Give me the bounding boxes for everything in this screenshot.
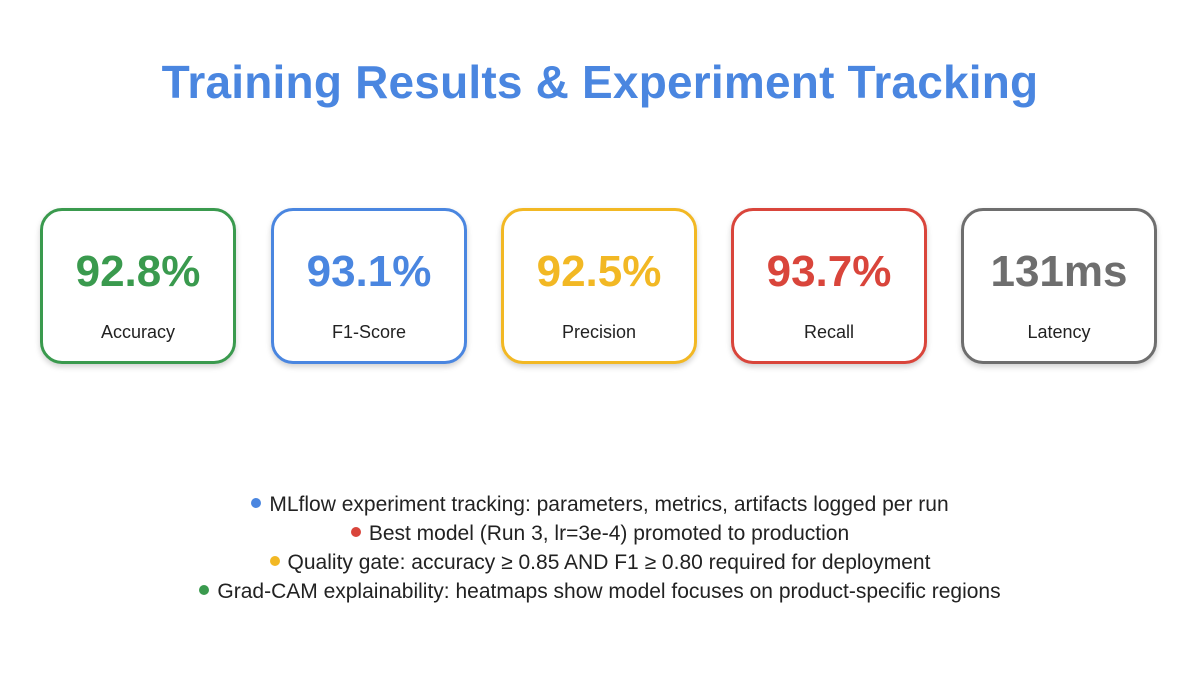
bullet-text: Quality gate: accuracy ≥ 0.85 AND F1 ≥ 0… [287, 551, 931, 574]
metric-card-f1-score: 93.1% F1-Score [271, 208, 467, 364]
metric-value: 131ms [990, 247, 1128, 296]
page-title: Training Results & Experiment Tracking [161, 56, 1039, 108]
metric-card-accuracy: 92.8% Accuracy [40, 208, 236, 364]
bullet-dot-icon [199, 585, 210, 596]
metric-label: Recall [803, 322, 855, 342]
metric-value: 92.5% [536, 247, 662, 296]
metric-value: 93.7% [766, 247, 892, 296]
metric-label: Accuracy [100, 322, 176, 342]
bullet-dot-icon [269, 556, 280, 567]
metric-card-recall: 93.7% Recall [731, 208, 927, 364]
metric-card-latency: 131ms Latency [961, 208, 1157, 364]
metric-label: Precision [561, 322, 637, 342]
bullet-dot-icon [251, 498, 262, 509]
bullet-item: Quality gate: accuracy ≥ 0.85 AND F1 ≥ 0… [0, 548, 1200, 577]
bullet-list: MLflow experiment tracking: parameters, … [0, 490, 1200, 606]
bullet-item: MLflow experiment tracking: parameters, … [0, 490, 1200, 519]
metric-card-precision: 92.5% Precision [501, 208, 697, 364]
bullet-dot-icon [350, 527, 361, 538]
metric-value: 93.1% [306, 247, 432, 296]
metric-cards: 92.8% Accuracy 93.1% F1-Score 92.5% Prec… [40, 208, 1160, 368]
bullet-text: Grad-CAM explainability: heatmaps show m… [217, 580, 1001, 603]
bullet-item: Best model (Run 3, lr=3e-4) promoted to … [0, 519, 1200, 548]
bullet-item: Grad-CAM explainability: heatmaps show m… [0, 577, 1200, 606]
bullet-text: Best model (Run 3, lr=3e-4) promoted to … [368, 522, 850, 545]
bullet-text: MLflow experiment tracking: parameters, … [269, 493, 949, 516]
metric-label: Latency [1027, 322, 1091, 342]
metric-label: F1-Score [331, 322, 407, 342]
metric-value: 92.8% [75, 247, 201, 296]
